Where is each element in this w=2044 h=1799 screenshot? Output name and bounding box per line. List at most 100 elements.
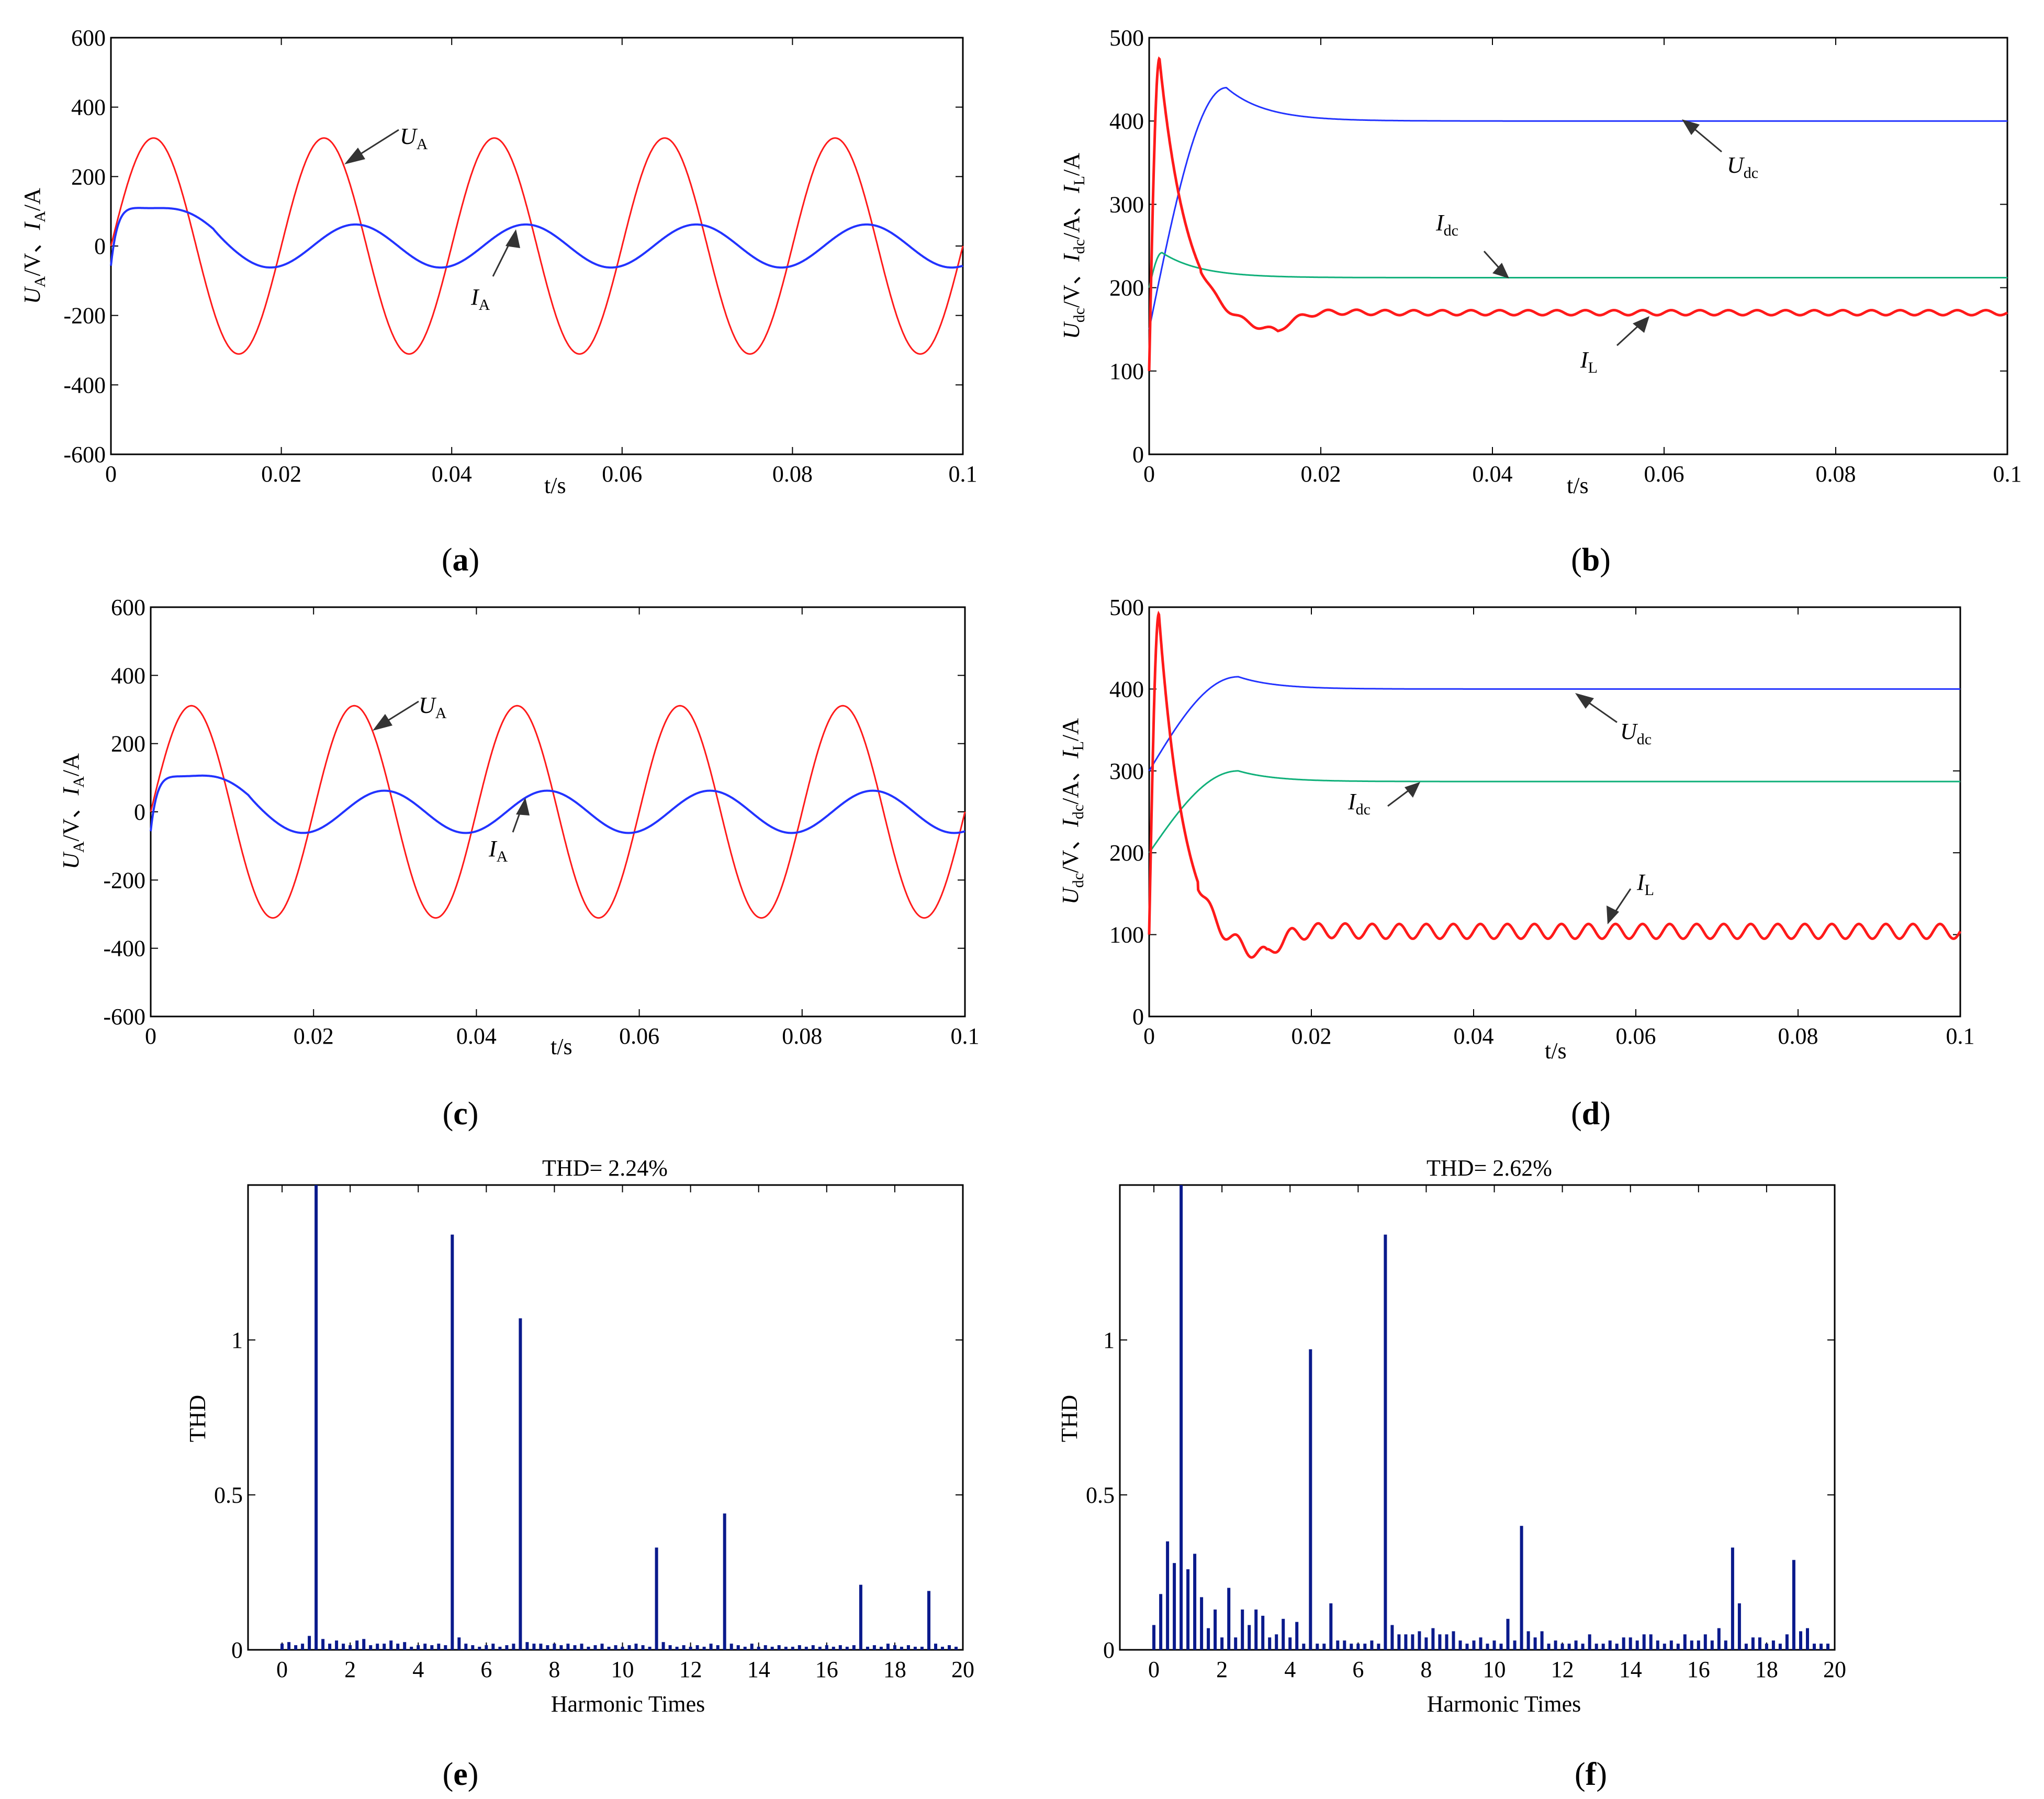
harmonic-bar	[430, 1645, 434, 1650]
harmonic-bar	[1302, 1644, 1306, 1650]
panel-b-caption: (b)	[1571, 542, 1611, 578]
y-tick-label: 600	[71, 25, 106, 51]
harmonic-bar	[784, 1647, 788, 1650]
harmonic-bar	[1601, 1644, 1605, 1650]
harmonic-bar	[1615, 1644, 1619, 1650]
harmonic-bar	[791, 1647, 794, 1650]
y-tick-label: 200	[1109, 840, 1144, 866]
panel-b-annotation-il: IL	[1580, 316, 1649, 376]
panel-c-ylabel: UA/V、IA/A	[58, 753, 87, 869]
panel-f-bars	[1152, 1185, 1829, 1650]
y-tick-label: -400	[103, 936, 145, 962]
harmonic-bar	[689, 1647, 692, 1650]
x-tick-label: 0.08	[782, 1023, 822, 1049]
harmonic-bar	[1622, 1637, 1625, 1650]
x-tick-label: 0	[1143, 1023, 1155, 1049]
harmonic-bar	[1799, 1631, 1802, 1650]
x-tick-label: 0.02	[261, 461, 301, 487]
x-tick-label: 8	[1420, 1657, 1432, 1682]
y-tick-label: 1	[1103, 1327, 1115, 1353]
x-tick-label: 18	[1755, 1657, 1778, 1682]
harmonic-bar	[1343, 1640, 1346, 1650]
y-tick-label: -600	[103, 1004, 145, 1030]
svg-text:Idc: Idc	[1347, 789, 1371, 818]
panel-d-annotation-il: IL	[1607, 869, 1654, 924]
y-tick-label: 200	[1109, 275, 1144, 301]
panel-e-harmonic-chart: THD= 2.24% 0 2 4 6 8 10 12 14 16 18 20 0 0.5 1 Harmon…	[185, 1155, 974, 1792]
y-tick-label: 0.5	[1086, 1482, 1115, 1508]
harmonic-bar	[661, 1642, 665, 1650]
panel-a-annotation-ia: IA	[470, 229, 520, 314]
y-tick-label: 0	[231, 1637, 243, 1663]
series-line-ia	[110, 207, 963, 269]
harmonic-bar	[355, 1640, 359, 1650]
series-line-idc	[1148, 770, 1960, 854]
panel-d-annotation-idc: Idc	[1347, 782, 1420, 818]
harmonic-bar	[852, 1645, 856, 1650]
panel-c-annotation-ua: UA	[373, 692, 447, 731]
panel-b-dc-chart: 0 0.02 0.04 0.06 0.08 0.1 0 100 200 300 400 500 t/s…	[1059, 25, 2022, 578]
harmonic-bar	[1350, 1644, 1353, 1650]
x-tick-label: 0.06	[1644, 461, 1684, 487]
x-tick-label: 0.1	[1946, 1023, 1975, 1049]
harmonic-bar	[838, 1645, 842, 1650]
panel-a-annotation-ua: UA	[344, 124, 428, 164]
harmonic-bar	[485, 1645, 488, 1650]
harmonic-bar	[900, 1647, 903, 1650]
y-tick-label: 600	[111, 595, 145, 620]
harmonic-bar	[1329, 1603, 1333, 1650]
harmonic-bar	[1186, 1569, 1190, 1650]
panel-d-plot-frame	[1148, 606, 1961, 1018]
x-tick-label: 0.02	[1291, 1023, 1332, 1049]
harmonic-bar	[1656, 1640, 1659, 1650]
harmonic-bar	[437, 1644, 441, 1650]
panel-e-plot-frame	[247, 1184, 964, 1651]
harmonic-bar	[451, 1234, 454, 1650]
harmonic-bar	[1316, 1644, 1319, 1650]
harmonic-bar	[1751, 1637, 1755, 1650]
x-tick-label: 4	[412, 1657, 424, 1682]
panel-d-ylabel: Udc/V、Idc/A、IL/A	[1058, 718, 1087, 904]
harmonic-bar	[1560, 1644, 1564, 1650]
series-line-il	[1148, 56, 2008, 371]
x-tick-label: 0	[105, 461, 117, 487]
harmonic-bar	[1513, 1640, 1517, 1650]
harmonic-bar	[478, 1647, 481, 1650]
harmonic-bar	[1765, 1644, 1768, 1650]
harmonic-bar	[1336, 1640, 1340, 1650]
series-line-ia	[150, 774, 965, 834]
harmonic-bar	[702, 1647, 706, 1650]
harmonic-bar	[1642, 1634, 1646, 1650]
harmonic-bar	[886, 1644, 890, 1650]
harmonic-bar	[1431, 1628, 1435, 1650]
harmonic-bar	[559, 1645, 563, 1650]
harmonic-bar	[1676, 1644, 1680, 1650]
harmonic-bar	[1574, 1640, 1578, 1650]
panel-b-ticks: 0 0.02 0.04 0.06 0.08 0.1 0 100 200 300 400 500	[1109, 25, 2022, 487]
harmonic-bar	[1214, 1610, 1217, 1650]
harmonic-bar	[532, 1644, 536, 1650]
series-line-udc	[1148, 87, 2007, 330]
x-tick-label: 0	[1148, 1657, 1160, 1682]
harmonic-bar	[1322, 1644, 1326, 1650]
harmonic-bar	[1547, 1644, 1551, 1650]
harmonic-bar	[1411, 1634, 1414, 1650]
panel-c-series	[150, 705, 966, 919]
harmonic-bar	[1288, 1637, 1292, 1650]
panel-a-ylabel: UA/V、IA/A	[19, 188, 49, 304]
y-tick-label: 0	[134, 799, 145, 825]
harmonic-bar	[1159, 1594, 1163, 1650]
y-tick-label: 300	[1109, 758, 1144, 784]
harmonic-bar	[1499, 1644, 1503, 1650]
harmonic-bar	[539, 1644, 543, 1650]
x-tick-label: 0.1	[951, 1023, 980, 1049]
harmonic-bar	[655, 1547, 658, 1650]
x-tick-label: 0.02	[1301, 461, 1341, 487]
x-tick-label: 0.1	[1993, 461, 2022, 487]
svg-text:Udc: Udc	[1620, 719, 1652, 748]
y-tick-label: -200	[103, 867, 145, 893]
harmonic-bar	[825, 1645, 828, 1650]
harmonic-bar	[927, 1591, 930, 1650]
panel-b-series	[1148, 56, 2008, 371]
